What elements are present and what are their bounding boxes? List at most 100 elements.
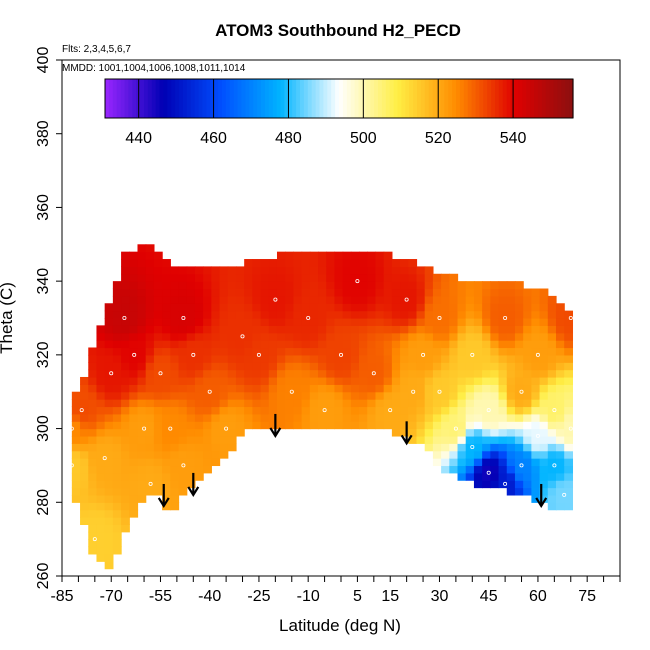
heat-cell	[211, 273, 221, 282]
heat-cell	[432, 281, 442, 290]
heat-cell	[129, 376, 139, 385]
y-tick-label: 260	[35, 563, 52, 590]
sample-point	[355, 279, 360, 284]
colorbar-swatch	[206, 79, 211, 118]
heat-cell	[293, 376, 303, 385]
heat-cell	[473, 472, 483, 481]
heat-cell	[564, 480, 574, 489]
heat-cell	[80, 384, 89, 393]
heat-cell	[514, 384, 524, 393]
heat-cell	[441, 465, 450, 474]
colorbar-swatch	[350, 79, 356, 118]
heat-cell	[88, 376, 98, 385]
heat-cell	[490, 480, 500, 489]
heat-cell	[318, 273, 327, 282]
heat-cell	[71, 428, 81, 437]
heat-cell	[416, 295, 426, 304]
heat-cell	[104, 487, 114, 496]
heat-cell	[531, 318, 541, 326]
colorbar-swatch	[120, 79, 126, 118]
x-tick-label: -25	[247, 588, 270, 605]
colorbar-swatch	[183, 79, 188, 118]
heat-cell	[104, 472, 114, 481]
heat-cell	[367, 273, 377, 282]
heat-cell	[334, 340, 344, 349]
heat-cell	[178, 369, 188, 378]
heat-cell	[326, 259, 336, 267]
heat-cell	[162, 273, 171, 282]
heat-cell	[137, 295, 147, 304]
heat-cell	[145, 487, 155, 496]
heat-cell	[555, 325, 565, 334]
heat-cell	[227, 376, 237, 385]
heat-cell	[276, 406, 286, 415]
heat-cell	[96, 369, 106, 378]
heat-cell	[153, 310, 163, 319]
heat-cell	[203, 465, 212, 474]
heat-cell	[432, 288, 442, 297]
heat-cell	[137, 362, 147, 371]
colorbar-swatch	[292, 79, 297, 118]
sample-point	[371, 371, 376, 376]
heat-cell	[244, 369, 253, 378]
heat-cell	[432, 413, 442, 422]
heat-cell	[186, 384, 196, 393]
heat-cell	[424, 391, 434, 400]
heat-cell	[441, 332, 450, 341]
heat-cell	[252, 384, 262, 393]
heat-cell	[523, 421, 532, 430]
heat-cell	[186, 354, 196, 363]
heat-cell	[203, 281, 212, 290]
heat-cell	[170, 421, 180, 430]
heat-cell	[350, 406, 360, 415]
heat-cell	[252, 354, 262, 363]
colorbar-swatch	[303, 79, 309, 118]
heat-cell	[268, 266, 278, 275]
heat-cell	[555, 347, 565, 356]
heat-cell	[498, 480, 508, 489]
heat-cell	[473, 399, 483, 408]
sample-point	[388, 408, 393, 413]
heat-cell	[80, 406, 89, 415]
colorbar-swatch	[257, 79, 262, 118]
heat-cell	[449, 318, 459, 326]
heat-cell	[244, 325, 253, 334]
heat-cell	[391, 303, 401, 312]
heat-cell	[112, 384, 122, 393]
heat-cell	[301, 347, 311, 356]
heat-cell	[564, 399, 574, 408]
heat-cell	[309, 362, 319, 371]
heat-cell	[367, 340, 377, 349]
heat-cell	[367, 362, 377, 371]
heat-cell	[219, 325, 229, 334]
heat-cell	[186, 443, 196, 452]
heat-cell	[121, 288, 130, 297]
heat-cell	[194, 288, 204, 297]
heat-cell	[276, 376, 286, 385]
heat-cell	[104, 384, 114, 393]
heat-cell	[276, 384, 286, 393]
heat-cell	[137, 354, 147, 363]
heat-cell	[482, 295, 491, 304]
heat-cell	[285, 421, 295, 430]
heat-cell	[326, 347, 336, 356]
heat-cell	[219, 435, 229, 444]
heat-cell	[260, 391, 270, 400]
heat-cell	[334, 318, 344, 326]
heat-cell	[244, 340, 253, 349]
heat-cell	[424, 281, 434, 290]
heat-cell	[162, 340, 171, 349]
heat-cell	[424, 384, 434, 393]
heat-cell	[104, 531, 114, 540]
heat-cell	[482, 318, 491, 326]
heat-cell	[96, 428, 106, 437]
heat-cell	[334, 325, 344, 334]
heat-cell	[203, 340, 212, 349]
heat-cell	[227, 273, 237, 282]
heat-cell	[235, 376, 245, 385]
heat-cell	[244, 421, 253, 430]
heat-cell	[391, 399, 401, 408]
colorbar-swatch	[319, 79, 324, 118]
heat-cell	[531, 443, 541, 452]
heat-cell	[383, 362, 393, 371]
